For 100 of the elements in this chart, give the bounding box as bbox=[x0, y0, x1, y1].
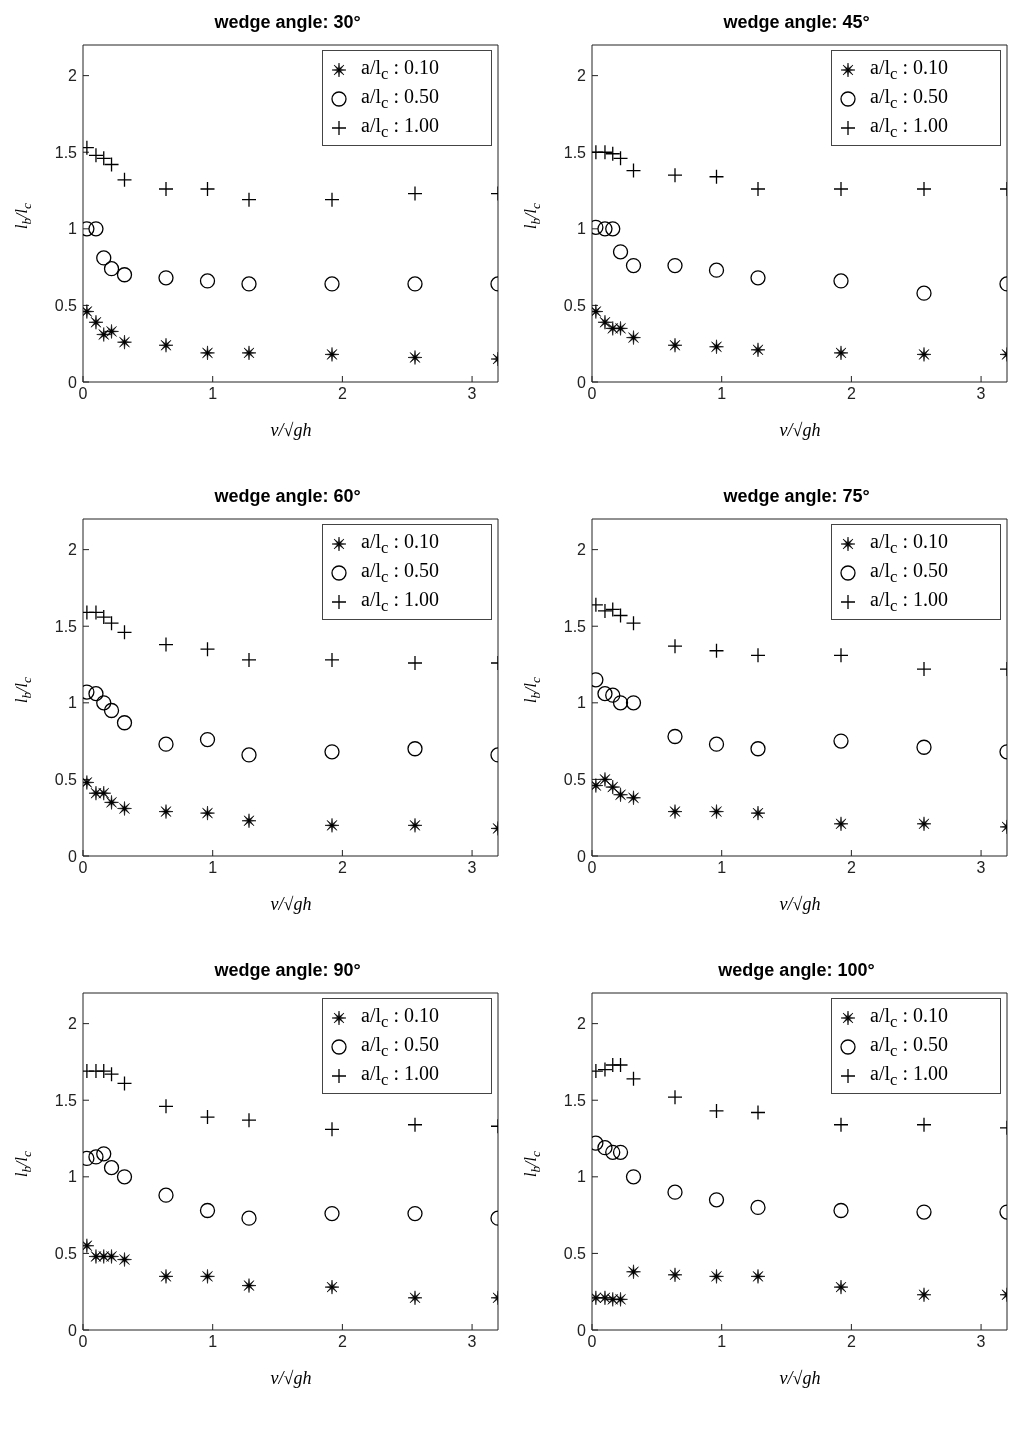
point bbox=[605, 1144, 621, 1160]
y-tick-label: 0 bbox=[68, 373, 78, 391]
point bbox=[241, 345, 257, 361]
point bbox=[103, 702, 120, 719]
point bbox=[324, 744, 340, 760]
legend-label: a/l$_{c}$ : 1.00 bbox=[361, 587, 439, 616]
point bbox=[324, 1205, 340, 1222]
legend-label: a/l$_{c}$ : 0.50 bbox=[361, 1032, 439, 1061]
point bbox=[407, 350, 423, 365]
y-tick-label: 1.5 bbox=[54, 1091, 78, 1109]
x-tick-label: 1 bbox=[717, 1333, 727, 1351]
point bbox=[96, 785, 112, 801]
point bbox=[199, 641, 216, 657]
x-tick-label: 3 bbox=[976, 385, 986, 403]
y-tick-label: 1 bbox=[68, 220, 78, 238]
point bbox=[241, 1278, 257, 1293]
y-tick-label: 2 bbox=[68, 1015, 78, 1033]
point bbox=[96, 327, 112, 342]
point bbox=[324, 818, 340, 833]
legend-label: a/l$_{c}$ : 0.10 bbox=[870, 1003, 948, 1032]
chart-title: wedge angle: 90° bbox=[213, 959, 362, 982]
point bbox=[158, 337, 174, 353]
x-tick-label: 3 bbox=[467, 1333, 477, 1351]
point bbox=[708, 736, 725, 752]
y-tick-label: 1 bbox=[577, 220, 587, 238]
legend-label: a/l$_{c}$ : 0.10 bbox=[870, 529, 948, 558]
point bbox=[88, 1149, 104, 1165]
point bbox=[88, 314, 104, 330]
y-tick-label: 0 bbox=[577, 373, 587, 391]
point bbox=[200, 345, 215, 361]
point bbox=[709, 1269, 724, 1284]
point bbox=[916, 816, 932, 832]
point bbox=[103, 261, 120, 277]
legend-label: a/l$_{c}$ : 1.00 bbox=[870, 113, 948, 142]
point bbox=[750, 1269, 766, 1284]
point bbox=[708, 643, 725, 659]
point bbox=[916, 739, 932, 755]
x-tick-label: 3 bbox=[467, 385, 477, 403]
point bbox=[104, 324, 119, 339]
y-tick-label: 1 bbox=[68, 1168, 78, 1186]
point bbox=[833, 345, 849, 361]
y-tick-label: 2 bbox=[68, 541, 78, 559]
point bbox=[667, 804, 683, 819]
y-tick-label: 0.5 bbox=[563, 1245, 587, 1263]
point bbox=[597, 1140, 613, 1156]
point bbox=[96, 1146, 112, 1162]
x-tick-label: 3 bbox=[976, 859, 986, 877]
point bbox=[158, 736, 174, 752]
point bbox=[750, 1104, 766, 1121]
point bbox=[750, 1199, 766, 1216]
point bbox=[241, 747, 257, 763]
point bbox=[324, 347, 340, 362]
x-tick-label: 2 bbox=[337, 1333, 347, 1351]
point bbox=[103, 1066, 120, 1082]
point bbox=[324, 1279, 340, 1295]
x-tick-label: 3 bbox=[976, 1333, 986, 1351]
point bbox=[750, 805, 766, 821]
x-axis-title: v/√gh bbox=[779, 1368, 821, 1388]
point bbox=[103, 1159, 120, 1176]
point bbox=[104, 1249, 119, 1264]
point bbox=[667, 1184, 683, 1200]
point bbox=[613, 787, 628, 803]
point bbox=[750, 741, 766, 757]
point bbox=[407, 1205, 423, 1222]
x-tick-label: 1 bbox=[208, 385, 218, 403]
y-tick-label: 0.5 bbox=[54, 771, 78, 789]
x-axis-title: v/√gh bbox=[779, 894, 821, 914]
legend-label: a/l$_{c}$ : 0.50 bbox=[361, 84, 439, 113]
point bbox=[96, 250, 112, 266]
y-tick-label: 1 bbox=[577, 1168, 587, 1186]
y-tick-label: 0 bbox=[577, 1321, 587, 1339]
point bbox=[667, 1267, 683, 1283]
point bbox=[833, 1279, 849, 1295]
point bbox=[199, 1202, 216, 1219]
point bbox=[625, 1071, 642, 1087]
y-tick-label: 0.5 bbox=[54, 1245, 78, 1263]
point bbox=[200, 805, 215, 821]
point bbox=[241, 813, 257, 829]
y-tick-label: 1.5 bbox=[563, 1091, 587, 1109]
point bbox=[626, 1264, 641, 1280]
point bbox=[667, 337, 683, 353]
point bbox=[708, 1103, 725, 1119]
point bbox=[158, 270, 174, 286]
point bbox=[612, 695, 629, 711]
y-tick-label: 2 bbox=[577, 67, 587, 85]
point bbox=[605, 221, 621, 237]
point bbox=[626, 790, 641, 806]
legend-label: a/l$_{c}$ : 1.00 bbox=[870, 1061, 948, 1090]
point bbox=[708, 262, 725, 278]
point bbox=[625, 257, 642, 274]
point bbox=[158, 804, 174, 819]
point bbox=[407, 276, 423, 292]
point bbox=[605, 687, 621, 703]
y-tick-label: 1 bbox=[577, 694, 587, 712]
point bbox=[916, 1204, 932, 1220]
point bbox=[104, 795, 119, 810]
point bbox=[241, 276, 257, 292]
chart-title: wedge angle: 30° bbox=[213, 11, 362, 34]
point bbox=[709, 804, 724, 819]
point bbox=[709, 339, 724, 355]
